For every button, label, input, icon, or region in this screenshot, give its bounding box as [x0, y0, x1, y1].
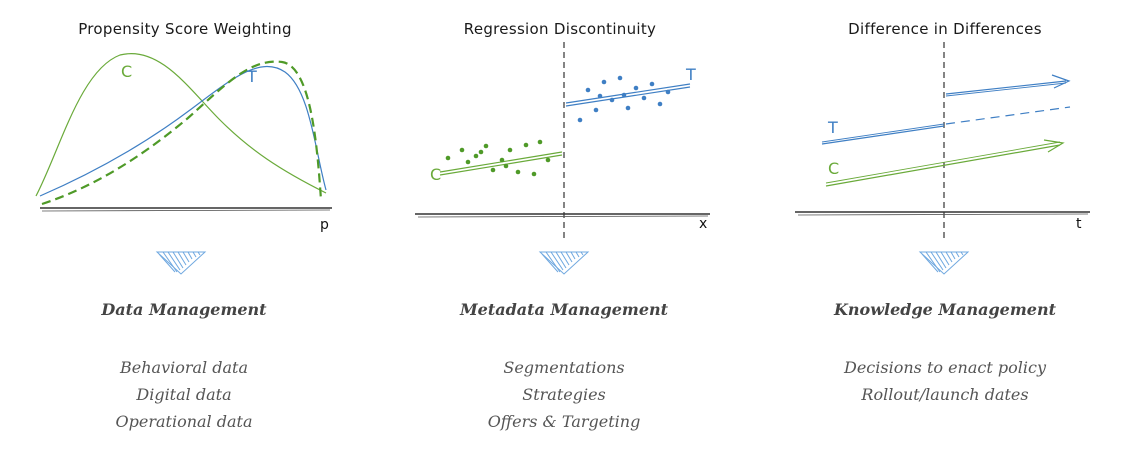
control-line-2 — [825, 141, 1061, 184]
chart-title: Regression Discontinuity — [463, 20, 657, 38]
x-axis-label: x — [699, 216, 707, 232]
treated-pre-line-2 — [821, 123, 945, 143]
list-item: Behavioral data — [120, 358, 248, 377]
treated-points — [577, 75, 671, 123]
control-line — [825, 144, 1061, 187]
chart-title: Difference in Differences — [848, 20, 1042, 38]
control-points — [445, 139, 551, 177]
item-list: Segmentations Strategies Offers & Target… — [400, 354, 728, 435]
down-arrow-icon — [918, 251, 970, 275]
x-axis-label: t — [1076, 216, 1082, 232]
treated-fit-line-2 — [565, 86, 691, 107]
weighted-control-curve — [41, 60, 323, 206]
panel-difference-in-differences: Difference in Differences t T C — [790, 0, 1100, 469]
counterfactual-line — [945, 106, 1071, 125]
treated-arrowhead — [1051, 74, 1071, 89]
panel-propensity-score: Propensity Score Weighting p C T Data Ma… — [20, 0, 350, 469]
list-item: Digital data — [136, 385, 232, 404]
x-axis-label: p — [320, 217, 329, 233]
control-label: C — [828, 159, 839, 178]
propensity-chart: p C T — [35, 53, 332, 233]
treated-pre-line — [821, 125, 945, 145]
list-item: Strategies — [522, 385, 606, 404]
control-curve — [35, 53, 327, 197]
treated-post-line-2 — [945, 82, 1067, 97]
control-label: C — [121, 62, 132, 81]
item-list: Behavioral data Digital data Operational… — [0, 354, 368, 435]
x-axis-shadow — [41, 209, 331, 212]
treated-post-line — [945, 80, 1067, 95]
list-item: Rollout/launch dates — [861, 385, 1029, 404]
item-list: Decisions to enact policy Rollout/launch… — [770, 354, 1120, 408]
control-label: C — [430, 165, 441, 184]
treated-label: T — [685, 65, 696, 84]
treated-fit-line — [565, 83, 691, 104]
x-axis-shadow — [417, 215, 709, 218]
section-heading: Metadata Management — [459, 300, 669, 319]
list-item: Decisions to enact policy — [844, 358, 1046, 377]
panel-regression-discontinuity: Regression Discontinuity x C — [410, 0, 720, 469]
difference-in-differences-chart: t T C — [795, 42, 1090, 238]
down-arrow-icon — [155, 251, 207, 275]
chart-title: Propensity Score Weighting — [78, 20, 292, 38]
section-heading: Data Management — [101, 300, 267, 319]
control-fit-line-2 — [439, 154, 563, 176]
x-axis-shadow — [797, 213, 1089, 216]
treated-label: T — [827, 118, 838, 137]
down-arrow-icon — [538, 251, 590, 275]
list-item: Segmentations — [503, 358, 625, 377]
list-item: Offers & Targeting — [487, 412, 641, 431]
control-arrowhead — [1043, 139, 1065, 153]
section-heading: Knowledge Management — [834, 300, 1056, 319]
treated-curve — [39, 66, 327, 197]
list-item: Operational data — [115, 412, 253, 431]
treated-label: T — [246, 67, 257, 86]
regression-discontinuity-chart: x C T — [415, 42, 710, 238]
